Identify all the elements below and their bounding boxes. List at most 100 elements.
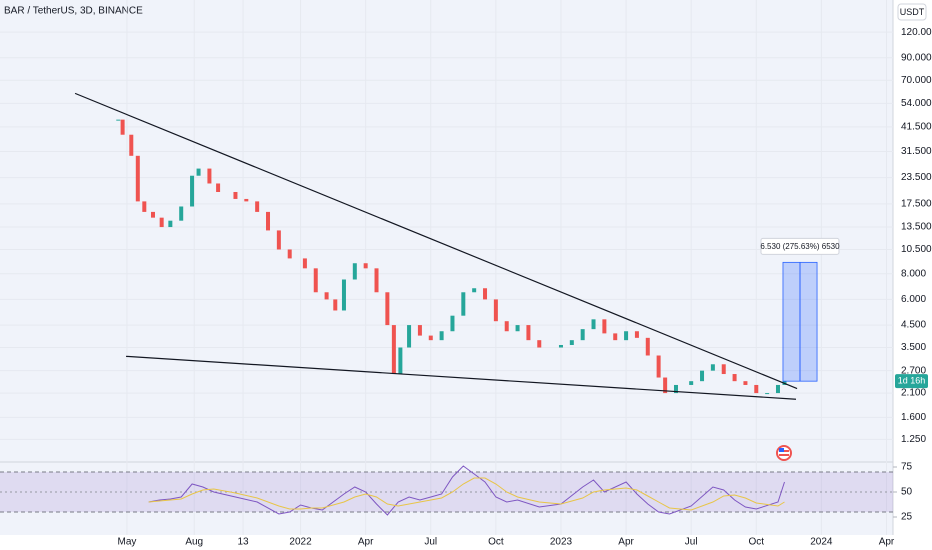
candle <box>196 168 201 176</box>
y-tick-label: 23.500 <box>901 172 932 183</box>
candle <box>483 288 488 300</box>
candle <box>537 340 542 348</box>
candle <box>580 329 585 341</box>
y-tick-label: 31.500 <box>901 146 932 157</box>
candle <box>207 168 212 184</box>
candle <box>333 299 338 311</box>
candle <box>407 325 412 348</box>
candle <box>352 263 357 280</box>
candle <box>363 263 368 269</box>
symbol-title: BAR / TetherUS, 3D, BINANCE <box>4 6 143 17</box>
y-tick-label: 54.000 <box>901 98 932 109</box>
candle <box>602 319 607 334</box>
y-tick-label: 4.500 <box>901 320 926 331</box>
y-tick-label: 2.100 <box>901 388 926 399</box>
candle <box>135 155 140 202</box>
candle <box>266 211 271 231</box>
candle <box>526 325 531 341</box>
y-tick-label: 1.250 <box>901 434 926 445</box>
candle <box>120 119 125 135</box>
measure-label-box <box>760 237 840 255</box>
x-tick-label: Oct <box>749 537 765 548</box>
candle <box>613 333 618 341</box>
candle <box>689 381 694 385</box>
candle <box>398 347 403 375</box>
y-tick-label: 2.700 <box>901 365 926 376</box>
rsi-line <box>148 465 785 516</box>
plot-background <box>0 0 893 535</box>
candle <box>732 374 737 382</box>
rsi-tick-label: 50 <box>901 487 913 498</box>
x-tick-label: Aug <box>185 537 203 548</box>
candle <box>216 183 221 192</box>
candle <box>493 299 498 322</box>
candle <box>116 119 121 121</box>
candle <box>645 337 650 356</box>
candle <box>324 292 329 300</box>
flag-icon <box>776 445 792 461</box>
candle <box>276 230 281 250</box>
candle <box>472 288 477 293</box>
trendline <box>126 355 797 400</box>
y-tick-label: 1.600 <box>901 412 926 423</box>
candle <box>391 325 396 375</box>
candle <box>721 364 726 375</box>
candle <box>385 292 390 326</box>
candle <box>179 206 184 221</box>
candle <box>775 384 780 394</box>
candle <box>634 331 639 338</box>
candle <box>129 134 134 156</box>
x-tick-label: Apr <box>879 537 895 548</box>
measure-label: 6.530 (275.63%) 6530 <box>760 242 840 251</box>
rsi-tick-label: 75 <box>901 462 913 473</box>
candle <box>244 198 249 202</box>
x-tick-label: Jul <box>424 537 437 548</box>
candle <box>591 319 596 330</box>
y-tick-label: 6.000 <box>901 294 926 305</box>
currency: USDT <box>900 7 925 17</box>
candle <box>313 268 318 293</box>
x-tick-label: Jul <box>685 537 698 548</box>
countdown: 1d 16h <box>898 376 926 386</box>
candle <box>439 331 444 341</box>
candle <box>504 321 509 332</box>
candle <box>663 377 668 394</box>
candle <box>159 217 164 228</box>
candle <box>673 384 678 394</box>
candle <box>287 249 292 259</box>
candle <box>656 355 661 378</box>
candle <box>700 370 705 382</box>
candle <box>710 364 715 371</box>
candle <box>142 201 147 212</box>
x-tick-label: 2022 <box>289 537 312 548</box>
candle <box>624 331 629 341</box>
candle <box>558 344 563 348</box>
x-tick-label: 2024 <box>810 537 833 548</box>
currency-box[interactable] <box>897 3 927 21</box>
candle <box>374 268 379 293</box>
y-tick-label: 70.000 <box>901 75 932 86</box>
candle <box>417 325 422 336</box>
rsi-line <box>148 477 785 511</box>
candle <box>302 258 307 269</box>
x-tick-label: 2023 <box>550 537 573 548</box>
candle <box>428 335 433 341</box>
y-tick-label: 10.500 <box>901 244 932 255</box>
candle <box>461 292 466 316</box>
rsi-tick-label: 25 <box>901 512 913 523</box>
x-tick-label: Oct <box>488 537 504 548</box>
trendline <box>74 92 798 390</box>
y-tick-label: 41.500 <box>901 122 932 133</box>
x-tick-label: Apr <box>358 537 374 548</box>
y-tick-label: 13.500 <box>901 222 932 233</box>
x-tick-label: 13 <box>237 537 249 548</box>
candle <box>255 201 260 212</box>
candle <box>743 381 748 385</box>
countdown-tag <box>895 374 928 389</box>
candle <box>765 393 770 395</box>
y-tick-label: 90.000 <box>901 52 932 63</box>
y-tick-label: 8.000 <box>901 268 926 279</box>
candle <box>233 191 238 199</box>
candle <box>515 325 520 332</box>
